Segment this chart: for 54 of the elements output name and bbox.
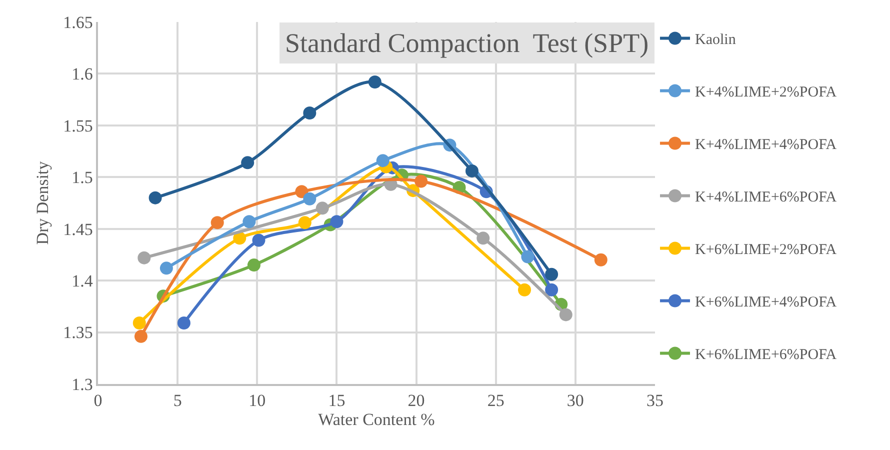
y-tick-label: 1.35 bbox=[63, 323, 93, 342]
point bbox=[316, 202, 329, 215]
y-tick-label: 1.45 bbox=[63, 220, 93, 239]
point bbox=[241, 156, 254, 170]
point bbox=[295, 185, 308, 198]
point bbox=[414, 174, 428, 188]
point bbox=[368, 75, 382, 88]
y-tick-label: 1.55 bbox=[63, 116, 93, 136]
point bbox=[376, 154, 390, 168]
x-tick-label: 0 bbox=[94, 391, 102, 410]
point bbox=[210, 216, 224, 230]
point bbox=[594, 253, 608, 266]
point bbox=[545, 283, 558, 296]
point bbox=[138, 251, 151, 264]
point bbox=[160, 262, 173, 275]
point bbox=[521, 250, 534, 264]
legend-label: Kaolin bbox=[695, 32, 736, 48]
point bbox=[303, 192, 316, 206]
x-tick-label: 15 bbox=[328, 391, 346, 410]
x-tick-label: 20 bbox=[408, 391, 425, 410]
y-axis-title: Dry Density bbox=[33, 160, 52, 245]
y-tick-label: 1.4 bbox=[72, 272, 94, 291]
point bbox=[242, 215, 256, 228]
chart-title: Standard Compaction Test (SPT) bbox=[285, 28, 649, 58]
point bbox=[134, 330, 148, 343]
point bbox=[465, 164, 478, 178]
x-axis-title: Water Content % bbox=[318, 410, 435, 430]
y-tick-label: 1.6 bbox=[72, 64, 93, 84]
point bbox=[545, 268, 558, 281]
point bbox=[476, 232, 490, 245]
legend-label: K+4%LIME+4%POFA bbox=[695, 137, 837, 154]
point bbox=[132, 316, 146, 330]
x-tick-label: 25 bbox=[487, 391, 504, 410]
y-tick-label: 1.3 bbox=[72, 374, 93, 394]
x-tick-label: 30 bbox=[566, 391, 584, 410]
point bbox=[148, 191, 162, 204]
legend-label: K+6%LIME+6%POFA bbox=[695, 347, 837, 364]
point bbox=[177, 316, 190, 330]
point bbox=[303, 106, 316, 120]
y-tick-label: 1.5 bbox=[72, 168, 93, 188]
legend-label: K+6%LIME+4%POFA bbox=[695, 294, 837, 311]
point bbox=[518, 283, 531, 296]
x-tick-label: 35 bbox=[646, 391, 664, 410]
x-tick-label: 10 bbox=[248, 391, 266, 410]
x-tick-label: 5 bbox=[173, 391, 182, 410]
point bbox=[252, 234, 266, 247]
y-tick-label: 1.65 bbox=[63, 12, 93, 32]
point bbox=[559, 308, 572, 322]
legend-label: K+6%LIME+2%POFA bbox=[695, 242, 837, 258]
point bbox=[247, 258, 260, 272]
legend-label: K+4%LIME+2%POFA bbox=[695, 84, 837, 101]
legend-label: K+4%LIME+6%POFA bbox=[695, 190, 837, 206]
point bbox=[298, 216, 312, 230]
point bbox=[330, 215, 344, 228]
